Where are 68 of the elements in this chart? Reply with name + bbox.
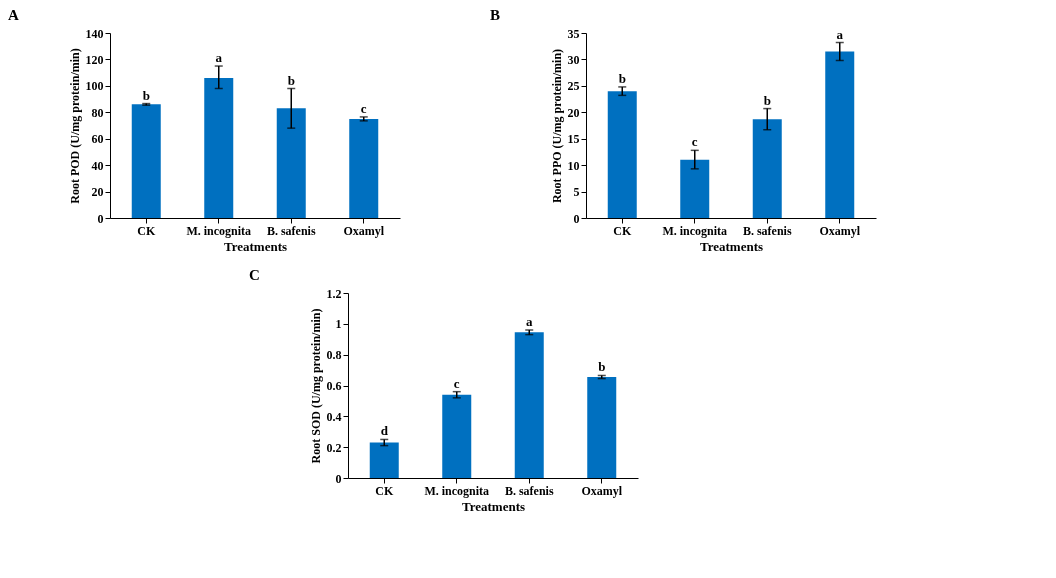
bar: [587, 377, 617, 478]
y-tick-label: 0: [335, 471, 342, 486]
x-tick-label: CK: [137, 223, 156, 238]
bar: [369, 442, 399, 478]
bar: [204, 77, 234, 218]
y-axis-title: Root POD (U/mg protein/min): [67, 48, 82, 204]
y-tick-label: 5: [573, 185, 580, 200]
x-tick-label: B. safenis: [504, 483, 554, 498]
y-tick-label: 10: [567, 158, 580, 173]
x-tick-label: CK: [375, 483, 394, 498]
bar: [131, 104, 161, 218]
y-tick-label: 0: [573, 211, 580, 226]
chart-title: C: [249, 267, 260, 283]
annotation: c: [691, 134, 698, 150]
x-tick-label: M. incognita: [424, 483, 490, 498]
bar: [680, 159, 710, 218]
x-axis-title: Treatments: [461, 498, 526, 514]
bar: [514, 332, 544, 478]
y-tick-label: 100: [85, 79, 104, 94]
annotation: c: [360, 100, 367, 116]
y-tick-label: 35: [567, 26, 580, 41]
y-axis-title: Root SOD (U/mg protein/min): [308, 308, 323, 464]
x-axis-title: Treatments: [699, 238, 764, 254]
y-tick-label: 120: [85, 52, 104, 67]
x-axis-title: Treatments: [223, 238, 288, 254]
annotation: b: [287, 72, 295, 88]
y-tick-label: 20: [91, 185, 104, 200]
y-tick-label: 0.4: [326, 409, 342, 424]
x-tick-label: B. safenis: [266, 223, 316, 238]
y-tick-label: 40: [91, 158, 104, 173]
y-tick-label: 1.2: [326, 286, 342, 301]
bar: [276, 108, 306, 218]
y-tick-label: 15: [567, 132, 580, 147]
y-tick-label: 0.6: [326, 379, 342, 393]
annotation: b: [763, 92, 771, 108]
x-tick-label: CK: [613, 223, 632, 238]
y-tick-label: 140: [85, 26, 104, 41]
x-tick-label: B. safenis: [742, 223, 792, 238]
x-tick-label: Oxamyl: [581, 483, 623, 498]
annotation: b: [142, 87, 150, 103]
y-tick-label: 60: [91, 132, 104, 147]
bar: [442, 394, 472, 478]
bar: [607, 91, 637, 218]
annotation: c: [453, 375, 460, 391]
annotation: d: [380, 423, 389, 439]
x-tick-label: Oxamyl: [819, 223, 861, 238]
y-tick-label: 0: [97, 211, 104, 226]
annotation: a: [526, 314, 533, 329]
annotation: b: [618, 70, 626, 86]
y-tick-label: 80: [91, 105, 104, 120]
y-tick-label: 0.2: [326, 440, 342, 455]
y-tick-label: 25: [567, 79, 580, 94]
annotation: b: [598, 359, 606, 375]
annotation: a: [215, 50, 223, 66]
bar: [349, 118, 379, 218]
x-tick-label: M. incognita: [662, 223, 728, 238]
chart-title: B: [490, 7, 501, 23]
y-axis-title: Root PPO (U/mg protein/min): [549, 48, 564, 204]
y-tick-label: 30: [567, 52, 580, 67]
chart-title: A: [8, 7, 19, 23]
x-tick-label: Oxamyl: [343, 223, 385, 238]
bar: [825, 51, 855, 218]
annotation: a: [836, 26, 844, 42]
y-tick-label: 20: [567, 105, 580, 120]
x-tick-label: M. incognita: [186, 223, 252, 238]
y-tick-label: 1: [335, 317, 342, 332]
y-tick-label: 0.8: [326, 348, 342, 363]
bar: [752, 119, 782, 218]
